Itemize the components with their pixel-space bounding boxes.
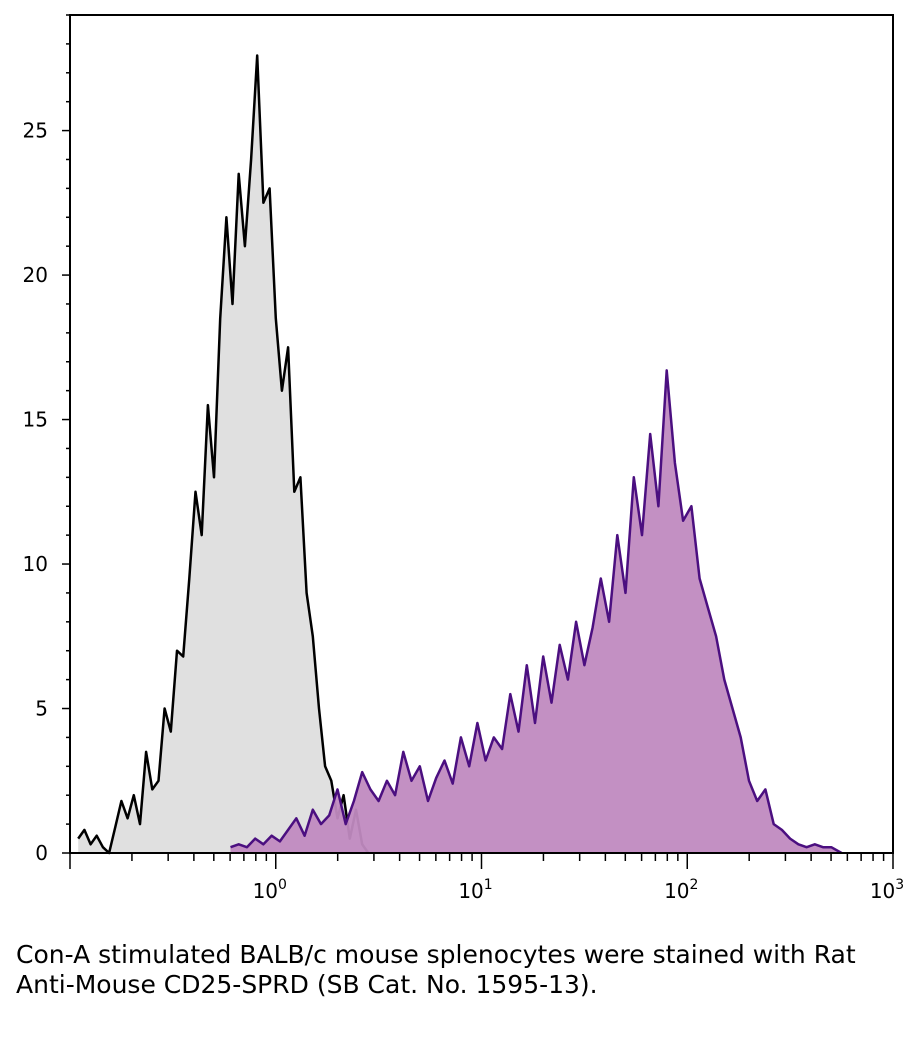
x-tick-base: 10: [458, 879, 483, 903]
y-tick-label: 0: [35, 841, 48, 865]
x-tick-label: 101: [458, 877, 492, 903]
series-fill-0: [78, 55, 369, 853]
series-line-1: [230, 369, 843, 855]
series-fill-1: [230, 370, 842, 853]
x-tick-base: 10: [664, 879, 689, 903]
x-tick-label: 100: [253, 877, 287, 903]
x-tick-label: 103: [870, 877, 904, 903]
x-tick-exp: 1: [484, 877, 493, 893]
figure-caption: Con-A stimulated BALB/c mouse splenocyte…: [16, 940, 856, 999]
x-tick-exp: 3: [895, 877, 904, 893]
x-tick-exp: 2: [690, 877, 699, 893]
x-tick-label: 102: [664, 877, 698, 903]
x-tick-exp: 0: [278, 877, 287, 893]
x-tick-base: 10: [870, 879, 895, 903]
x-tick-base: 10: [253, 879, 278, 903]
y-tick-label: 10: [23, 552, 48, 576]
series-line-0: [77, 54, 370, 855]
series-layer: [77, 54, 843, 855]
y-tick-label: 25: [23, 119, 48, 143]
y-tick-label: 5: [35, 697, 48, 721]
y-tick-label: 20: [23, 263, 48, 287]
y-tick-label: 15: [23, 408, 48, 432]
